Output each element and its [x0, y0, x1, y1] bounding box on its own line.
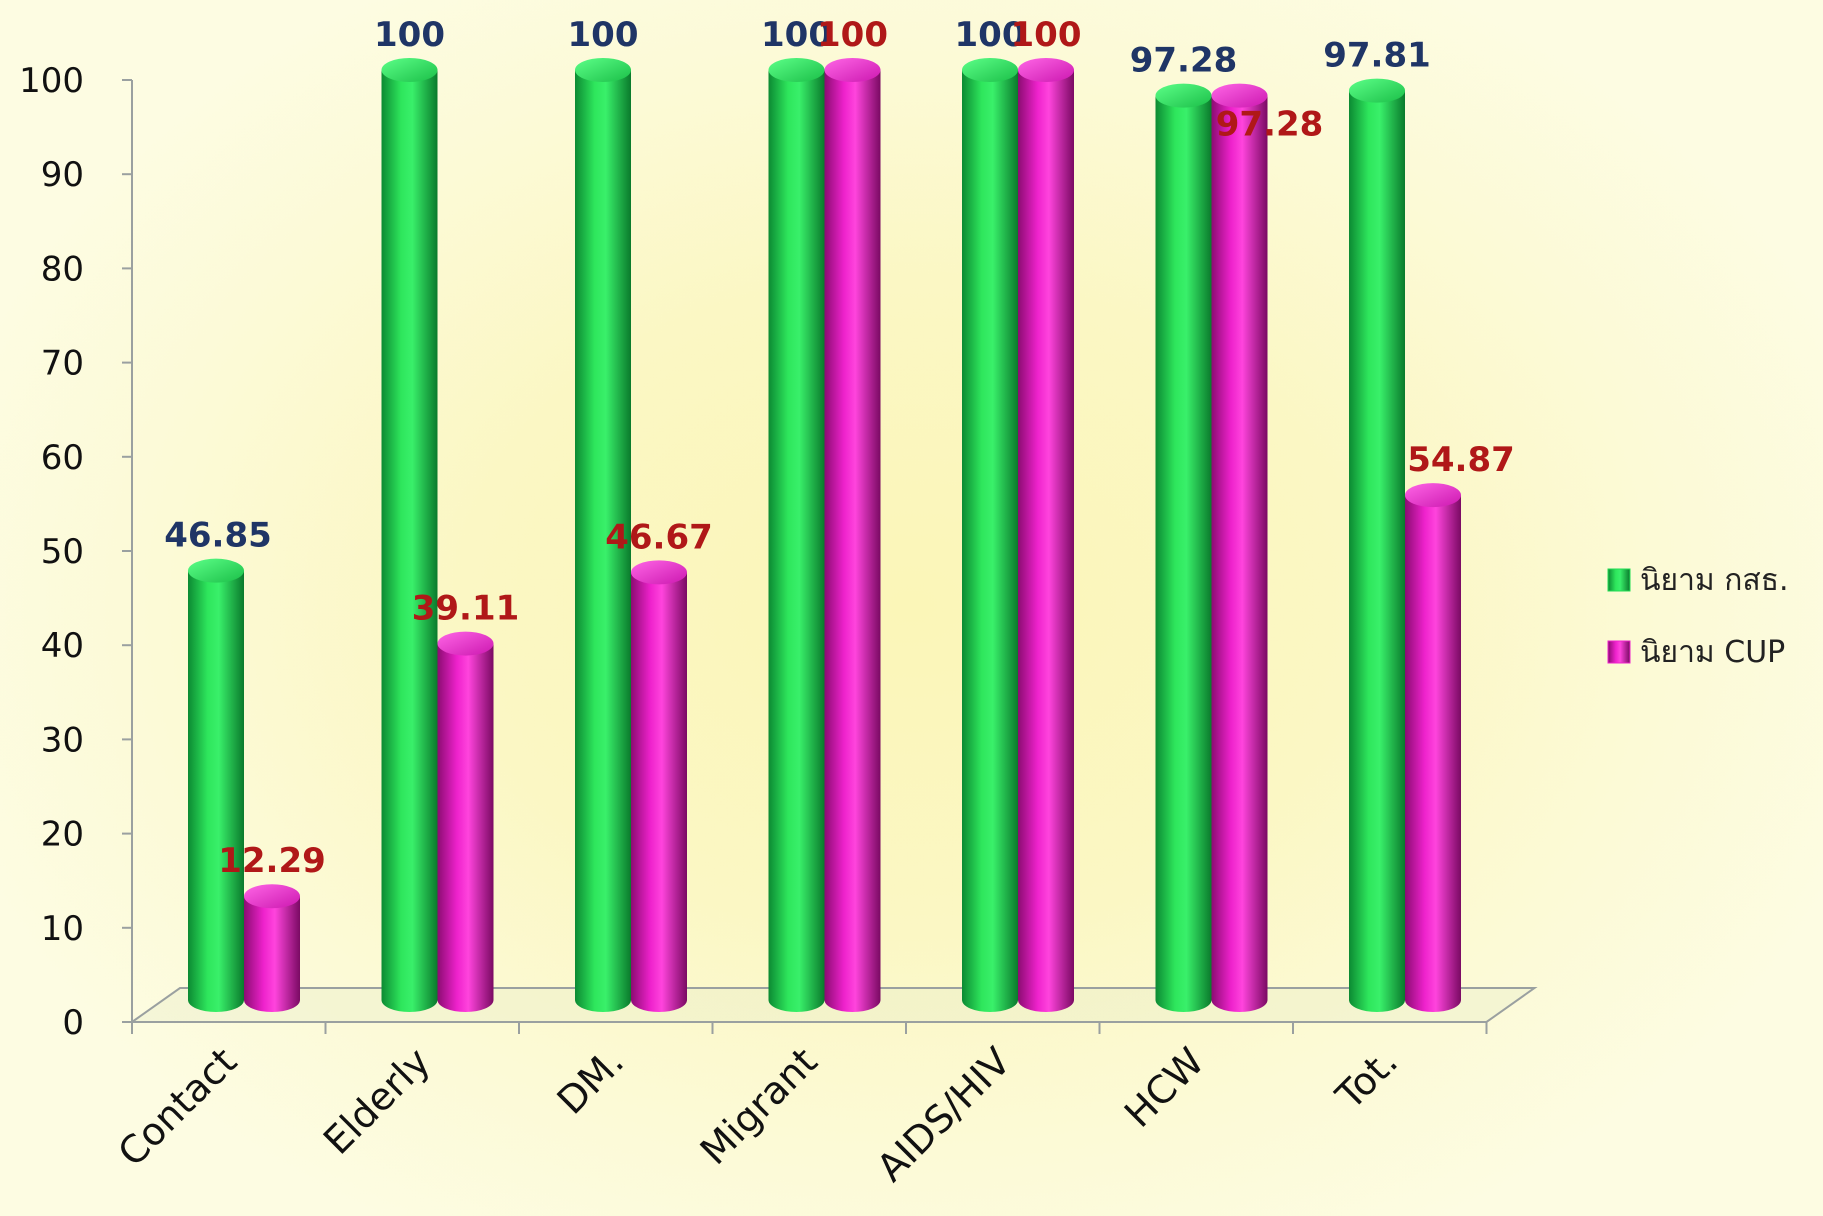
bar [575, 58, 631, 1012]
bar-top-cap [1018, 58, 1074, 82]
data-label: 100 [1011, 15, 1082, 55]
bar-body [437, 643, 494, 1012]
legend-swatch [1607, 568, 1631, 592]
data-label: 100 [955, 15, 1026, 55]
bar-top-cap [1211, 83, 1268, 108]
bars [188, 58, 1461, 1013]
bar-body [1211, 95, 1268, 1013]
x-tick-label: Contact [109, 1039, 245, 1175]
bar [1349, 78, 1405, 1012]
bar [437, 631, 494, 1012]
data-label: 12.29 [218, 841, 326, 881]
bar-top-cap [824, 58, 881, 82]
bar [631, 560, 687, 1012]
bar-body [244, 896, 300, 1012]
y-tick-label: 40 [41, 626, 84, 666]
y-tick-label: 0 [62, 1003, 84, 1043]
bar-top-cap [962, 58, 1018, 82]
x-tick-label: DM. [549, 1039, 633, 1123]
data-label: 100 [761, 15, 832, 55]
bar-body [575, 70, 631, 1012]
y-tick-label: 80 [41, 249, 84, 289]
bar-body [824, 70, 881, 1012]
y-tick-label: 30 [41, 720, 84, 760]
x-tick-label: Elderly [315, 1039, 439, 1163]
data-label: 46.67 [605, 517, 713, 557]
y-tick-label: 50 [41, 532, 84, 572]
data-label: 100 [817, 15, 888, 55]
bar [1018, 58, 1074, 1012]
data-label: 97.28 [1216, 105, 1324, 145]
bar-body [1155, 95, 1212, 1013]
bar-top-cap [575, 58, 631, 82]
legend-label: นิยาม กสธ. [1640, 563, 1789, 598]
bar [381, 58, 438, 1012]
bar [1211, 83, 1268, 1013]
data-label: 39.11 [412, 589, 520, 629]
y-tick-label: 90 [41, 155, 84, 195]
bar-top-cap [1155, 83, 1212, 108]
bar-top-cap [188, 558, 244, 583]
bar-body [1349, 90, 1405, 1012]
data-label: 54.87 [1407, 440, 1515, 480]
data-label: 100 [374, 15, 445, 55]
y-tick-label: 10 [41, 909, 84, 949]
y-tick-label: 70 [41, 344, 84, 384]
bar [1405, 483, 1461, 1012]
bar-top-cap [1405, 483, 1461, 508]
bar [962, 58, 1018, 1012]
data-label: 97.28 [1130, 41, 1238, 81]
data-label: 100 [568, 15, 639, 55]
bar-body [962, 70, 1018, 1012]
data-label: 97.81 [1323, 36, 1431, 76]
x-tick-label: HCW [1116, 1039, 1213, 1136]
bar [824, 58, 881, 1012]
bar-top-cap [768, 58, 825, 82]
bar [188, 558, 244, 1012]
legend: นิยาม กสธ. นิยาม CUP [1607, 563, 1789, 670]
bar-body [631, 572, 687, 1012]
bar-body [188, 570, 244, 1012]
bar [244, 884, 300, 1012]
x-tick-label: Tot. [1327, 1039, 1406, 1118]
y-tick-label: 60 [41, 438, 84, 478]
bar-top-cap [631, 560, 687, 585]
bar [1155, 83, 1212, 1013]
bar-body [768, 70, 825, 1012]
legend-label: นิยาม CUP [1640, 635, 1785, 670]
bar-body [381, 70, 438, 1012]
bar [768, 58, 825, 1012]
bar-top-cap [381, 58, 438, 82]
data-label: 46.85 [164, 516, 272, 556]
y-tick-label: 100 [19, 61, 84, 101]
bar-body [1018, 70, 1074, 1012]
bar-top-cap [437, 631, 494, 656]
y-tick-label: 20 [41, 815, 84, 855]
x-tick-label: Migrant [692, 1039, 826, 1173]
legend-swatch [1607, 640, 1631, 664]
bar-body [1405, 495, 1461, 1012]
bar-top-cap [244, 884, 300, 909]
x-tick-label: AIDS/HIV [868, 1039, 1019, 1190]
bar-top-cap [1349, 78, 1405, 103]
